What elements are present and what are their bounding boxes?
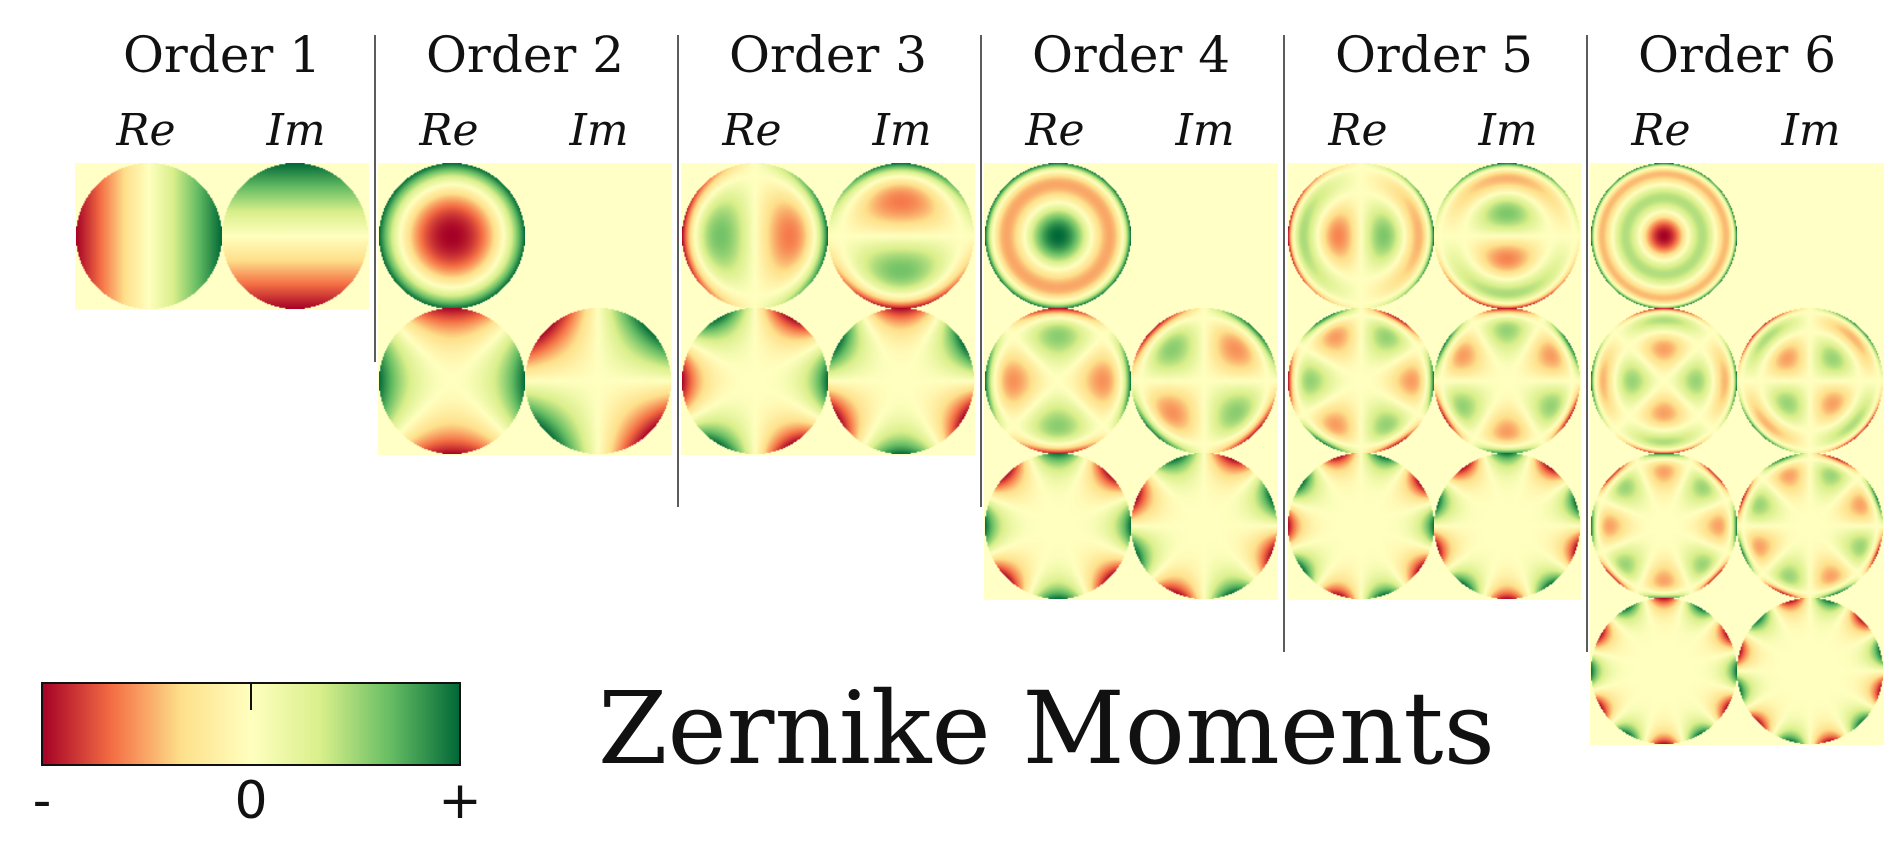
order-group-1: Order 1 Re Im [75, 26, 376, 362]
zernike-re-n6-m4 [1591, 453, 1737, 599]
zernike-re-n6-m0 [1591, 163, 1737, 309]
zernike-im-n5-m3 [1434, 308, 1580, 454]
zernike-im-n4-m4 [1131, 453, 1277, 599]
order-group-2: Order 2 Re Im [378, 26, 679, 507]
order-3-im-label: Im [871, 105, 931, 156]
color-scale: - 0 + [33, 682, 482, 831]
zernike-re-n3-m3 [682, 308, 828, 454]
zernike-re-n2-m2 [379, 308, 525, 454]
color-scale-negative-label: - [33, 771, 52, 831]
order-1-title: Order 1 [123, 26, 321, 84]
order-group-3: Order 3 Re Im [681, 26, 982, 507]
color-scale-zero-label: 0 [234, 771, 267, 831]
order-2-im-label: Im [568, 105, 628, 156]
order-3-re-label: Re [721, 105, 781, 156]
zernike-im-n6-m4 [1737, 453, 1883, 599]
order-4-re-label: Re [1024, 105, 1084, 156]
order-3-title: Order 3 [729, 26, 927, 84]
order-5-re-label: Re [1327, 105, 1387, 156]
order-4-title: Order 4 [1032, 26, 1230, 84]
zernike-re-n3-m1 [682, 163, 828, 309]
zernike-im-n6-m6 [1737, 598, 1883, 744]
zernike-re-n4-m2 [985, 308, 1131, 454]
zernike-im-n4-m2 [1131, 308, 1277, 454]
zernike-im-n5-m5 [1434, 453, 1580, 599]
order-1-re-label: Re [115, 105, 175, 156]
zernike-im-n3-m3 [828, 308, 974, 454]
zernike-re-n4-m0 [985, 163, 1131, 309]
zernike-re-n1-m1 [76, 163, 222, 309]
order-2-re-label: Re [418, 105, 478, 156]
order-6-im-label: Im [1780, 105, 1840, 156]
zernike-re-n4-m4 [985, 453, 1131, 599]
zernike-im-n1-m1 [222, 163, 368, 309]
zernike-re-n6-m6 [1591, 598, 1737, 744]
zernike-re-n2-m0 [379, 163, 525, 309]
order-6-title: Order 6 [1638, 26, 1836, 84]
order-group-5: Order 5 Re Im [1287, 26, 1588, 652]
order-group-6: Order 6 Re Im [1590, 26, 1884, 745]
zernike-re-n5-m5 [1288, 453, 1434, 599]
order-2-title: Order 2 [426, 26, 624, 84]
zernike-re-n6-m2 [1591, 308, 1737, 454]
zernike-im-n3-m1 [828, 163, 974, 309]
order-4-im-label: Im [1174, 105, 1234, 156]
zernike-re-n5-m1 [1288, 163, 1434, 309]
zernike-im-n2-m2 [525, 308, 671, 454]
order-5-im-label: Im [1477, 105, 1537, 156]
figure-title: Zernike Moments [598, 670, 1495, 787]
order-6-re-label: Re [1630, 105, 1690, 156]
order-5-title: Order 5 [1335, 26, 1533, 84]
zernike-im-n5-m1 [1434, 163, 1580, 309]
zernike-re-n5-m3 [1288, 308, 1434, 454]
order-1-im-label: Im [265, 105, 325, 156]
zernike-im-n6-m2 [1737, 308, 1883, 454]
order-group-4: Order 4 Re Im [984, 26, 1285, 652]
color-scale-positive-label: + [438, 771, 482, 831]
